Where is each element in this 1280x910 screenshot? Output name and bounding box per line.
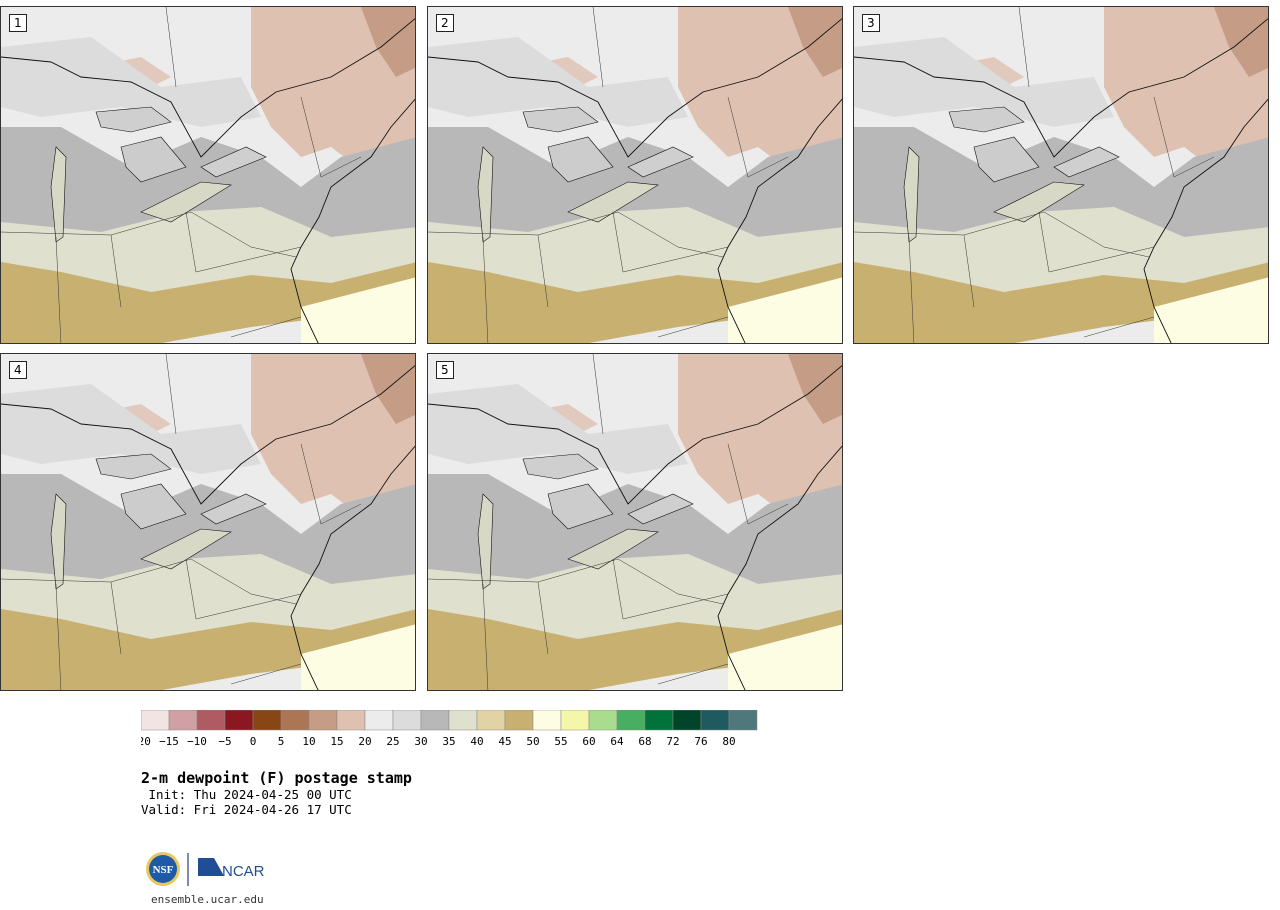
- colorbar-swatch: [616, 710, 646, 731]
- colorbar-tick-label: 30: [414, 735, 427, 748]
- dewpoint-map-5: [428, 354, 842, 690]
- colorbar-swatch: [672, 710, 702, 731]
- colorbar-tick-label: 80: [722, 735, 735, 748]
- colorbar-tick-label: 60: [582, 735, 595, 748]
- colorbar-swatch: [560, 710, 590, 731]
- colorbar-tick-label: 35: [442, 735, 455, 748]
- colorbar-swatch: [196, 710, 226, 731]
- panel-number-4: 4: [9, 361, 27, 379]
- colorbar-swatch: [364, 710, 394, 731]
- panel-number-3: 3: [862, 14, 880, 32]
- dewpoint-map-3: [854, 7, 1268, 343]
- colorbar-tick-label: 10: [302, 735, 315, 748]
- colorbar-swatch: [392, 710, 422, 731]
- ncar-logo-text: NCAR: [222, 863, 265, 880]
- colorbar-tick-label: 72: [666, 735, 679, 748]
- colorbar-swatch: [420, 710, 450, 731]
- colorbar-swatch: [700, 710, 730, 731]
- dewpoint-map-1: [1, 7, 415, 343]
- panel-number-2: 2: [436, 14, 454, 32]
- colorbar-swatch: [141, 710, 170, 731]
- colorbar-swatch: [448, 710, 478, 731]
- colorbar-swatch: [280, 710, 310, 731]
- dewpoint-map-4: [1, 354, 415, 690]
- colorbar-tick-label: −15: [159, 735, 179, 748]
- valid-time: Valid: Fri 2024-04-26 17 UTC: [141, 802, 352, 817]
- map-panel-1: 1: [0, 6, 416, 344]
- map-panel-3: 3: [853, 6, 1269, 344]
- map-panel-2: 2: [427, 6, 843, 344]
- ncar-logo: NCAR: [198, 858, 265, 880]
- colorbar-tick-label: 25: [386, 735, 399, 748]
- panel-number-1: 1: [9, 14, 27, 32]
- map-panel-5: 5: [427, 353, 843, 691]
- colorbar-swatch: [308, 710, 338, 731]
- colorbar-tick-label: −5: [218, 735, 231, 748]
- colorbar-tick-label: 15: [330, 735, 343, 748]
- colorbar-tick-label: −10: [187, 735, 207, 748]
- nsf-logo: NSF: [146, 852, 180, 886]
- colorbar-swatches: [141, 710, 758, 731]
- panel-number-5: 5: [436, 361, 454, 379]
- site-url: ensemble.ucar.edu: [151, 893, 264, 906]
- colorbar-tick-label: 20: [358, 735, 371, 748]
- colorbar-swatch: [588, 710, 618, 731]
- colorbar-tick-labels: −20 −15 −10 −5 0 5 10 15 20 25 30 35 40 45 50 55 60 64 68 7…: [141, 735, 736, 748]
- colorbar-tick-label: 0: [250, 735, 257, 748]
- colorbar-swatch: [224, 710, 254, 731]
- colorbar-swatch: [252, 710, 282, 731]
- colorbar-tick-label: 5: [278, 735, 285, 748]
- colorbar-tick-label: 64: [610, 735, 624, 748]
- colorbar-tick-label: 45: [498, 735, 511, 748]
- map-panel-4: 4: [0, 353, 416, 691]
- dewpoint-map-2: [428, 7, 842, 343]
- colorbar-swatch: [476, 710, 506, 731]
- colorbar-tick-label: 68: [638, 735, 651, 748]
- colorbar-swatch: [532, 710, 562, 731]
- dewpoint-colorbar: −20 −15 −10 −5 0 5 10 15 20 25 30 35 40 45 50 55 60 64 68 7…: [141, 710, 758, 748]
- colorbar-swatch: [504, 710, 534, 731]
- colorbar-tick-label: −20: [141, 735, 151, 748]
- colorbar-swatch: [728, 710, 758, 731]
- nsf-logo-text: NSF: [153, 864, 174, 876]
- colorbar-swatch: [336, 710, 366, 731]
- sponsor-logos: NSF NCAR: [146, 852, 265, 886]
- map-title: 2-m dewpoint (F) postage stamp: [141, 769, 412, 787]
- colorbar-tick-label: 55: [554, 735, 567, 748]
- colorbar-tick-label: 50: [526, 735, 539, 748]
- colorbar-swatch: [168, 710, 198, 731]
- init-time: Init: Thu 2024-04-25 00 UTC: [141, 787, 352, 802]
- colorbar-swatch: [644, 710, 674, 731]
- colorbar-tick-label: 76: [694, 735, 707, 748]
- colorbar-tick-label: 40: [470, 735, 483, 748]
